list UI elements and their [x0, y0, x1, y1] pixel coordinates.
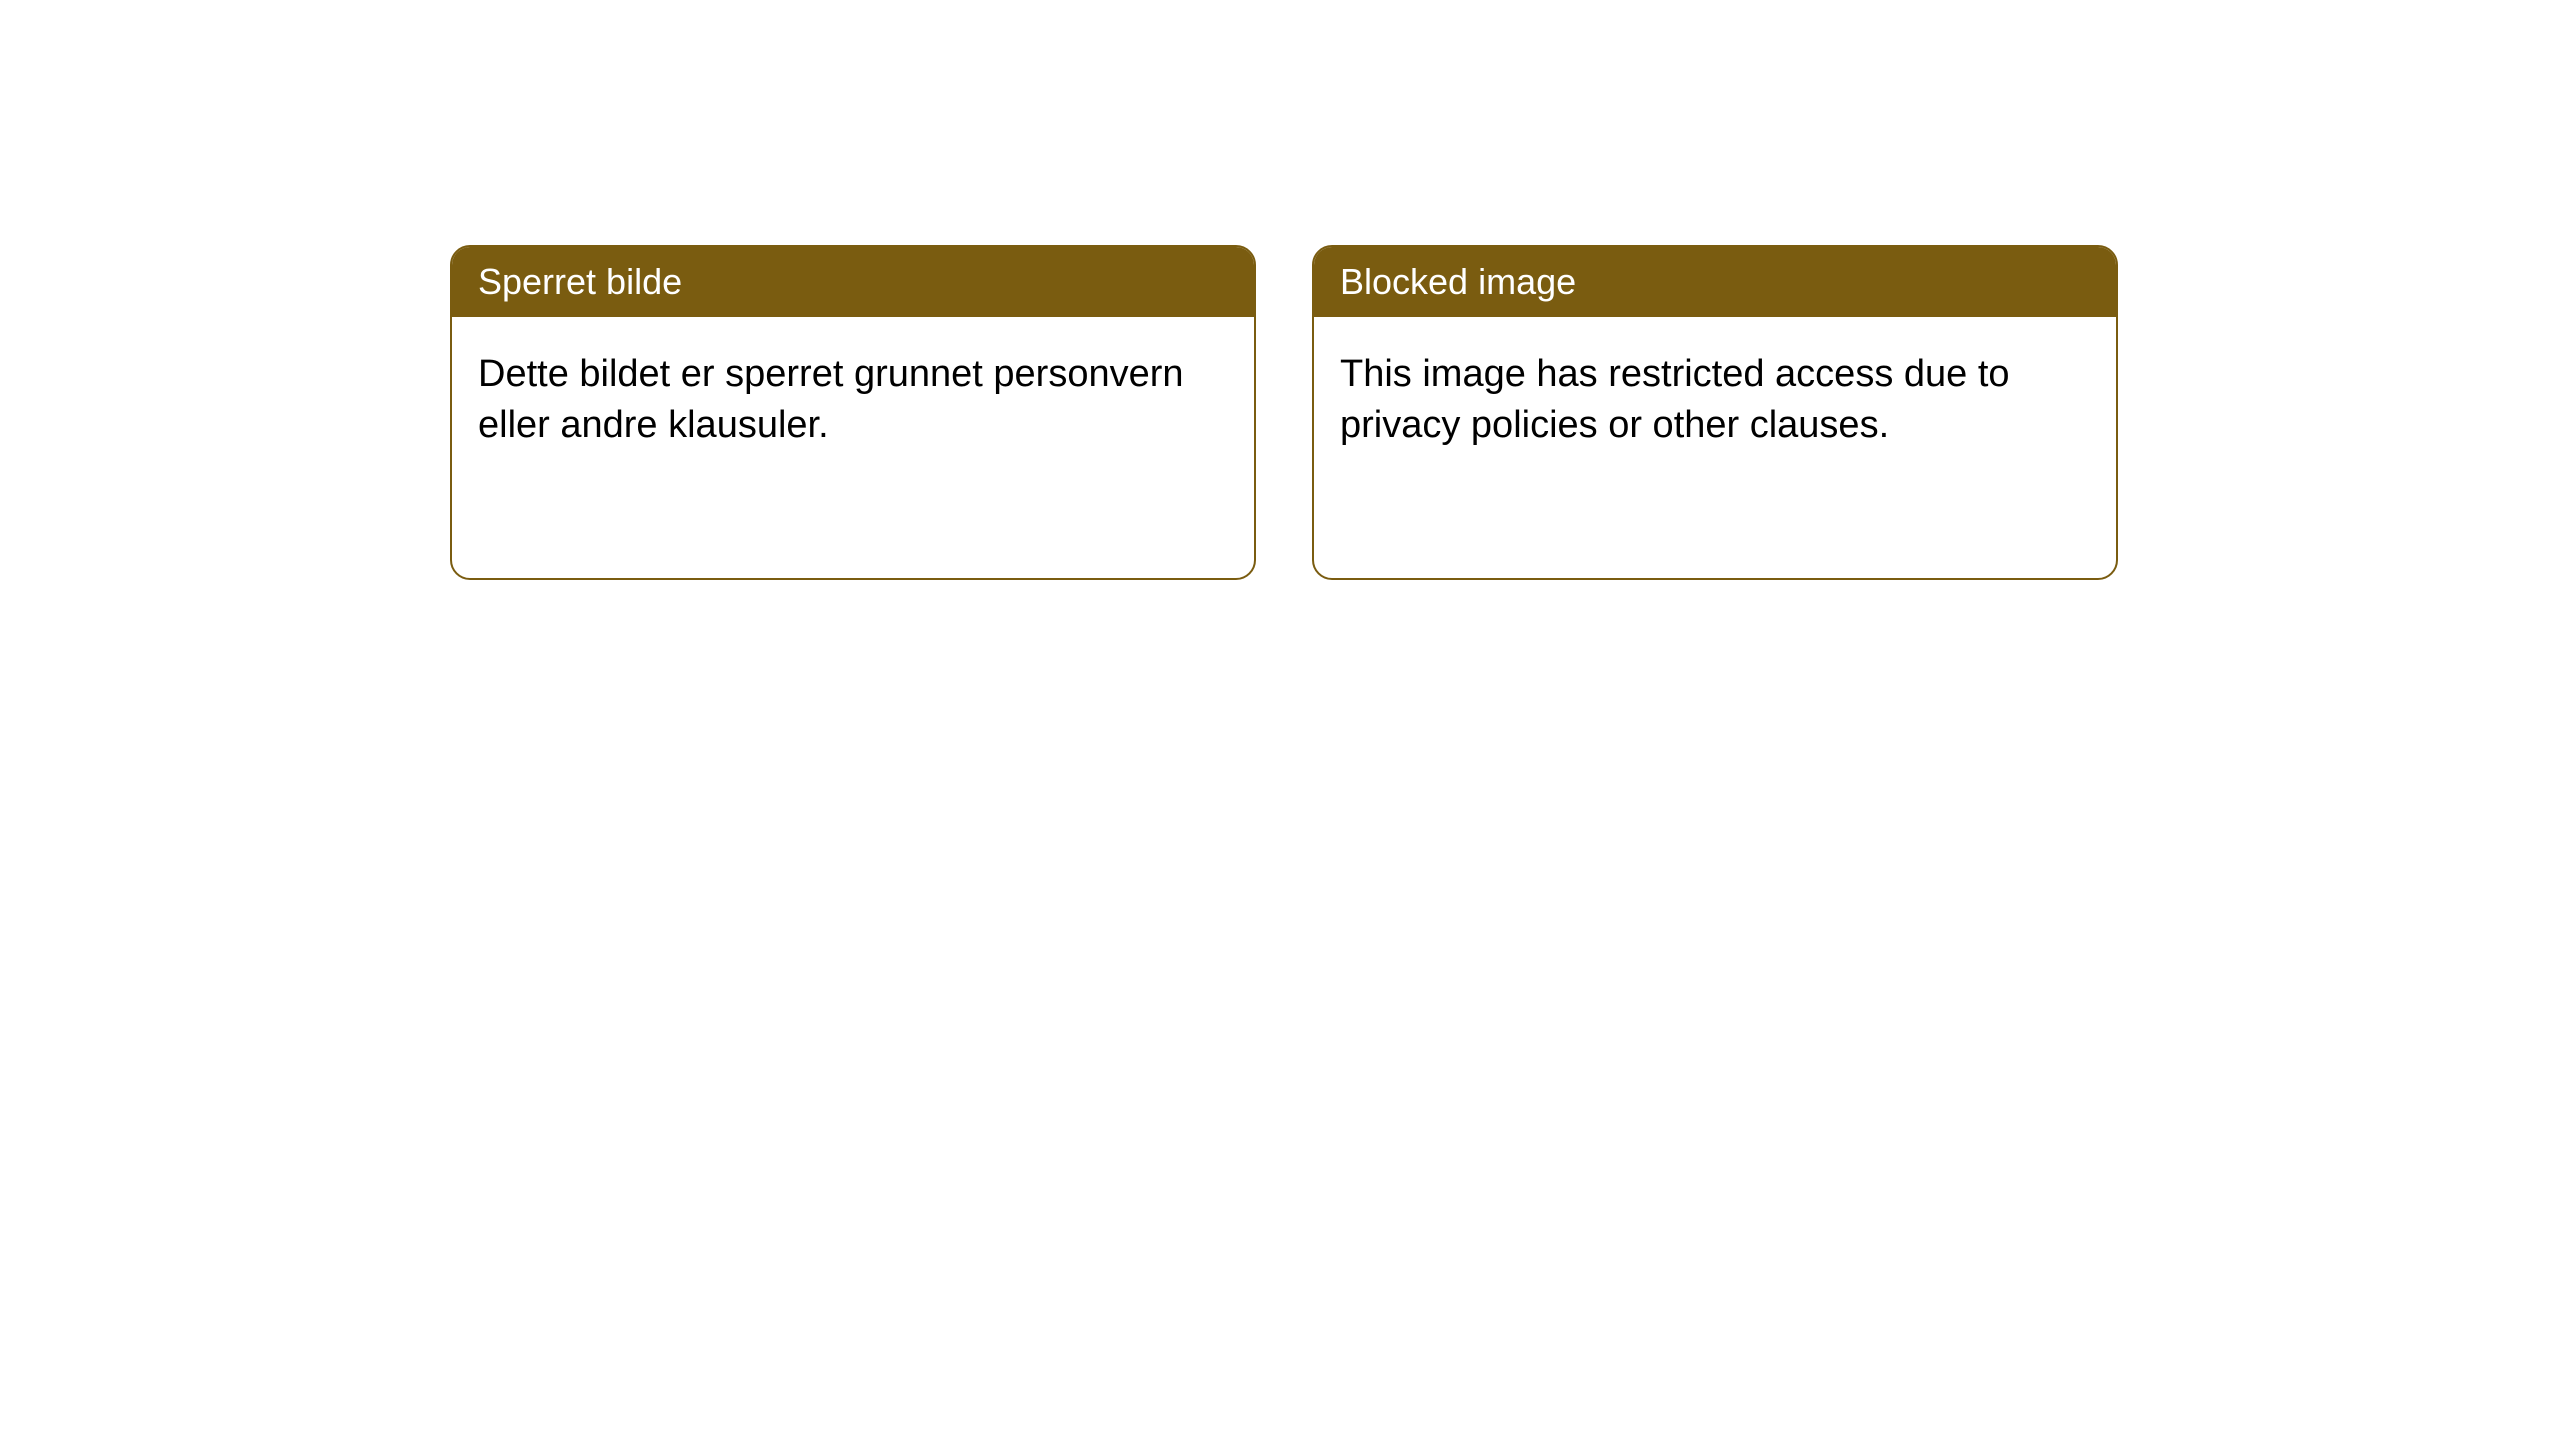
- notice-text: This image has restricted access due to …: [1340, 353, 2010, 446]
- notice-text: Dette bildet er sperret grunnet personve…: [478, 353, 1184, 446]
- notice-card-norwegian: Sperret bilde Dette bildet er sperret gr…: [450, 245, 1256, 580]
- notice-container: Sperret bilde Dette bildet er sperret gr…: [0, 0, 2560, 580]
- notice-body: Dette bildet er sperret grunnet personve…: [452, 317, 1254, 484]
- notice-header: Blocked image: [1314, 247, 2116, 317]
- notice-title: Sperret bilde: [478, 261, 682, 302]
- notice-body: This image has restricted access due to …: [1314, 317, 2116, 484]
- notice-card-english: Blocked image This image has restricted …: [1312, 245, 2118, 580]
- notice-header: Sperret bilde: [452, 247, 1254, 317]
- notice-title: Blocked image: [1340, 261, 1576, 302]
